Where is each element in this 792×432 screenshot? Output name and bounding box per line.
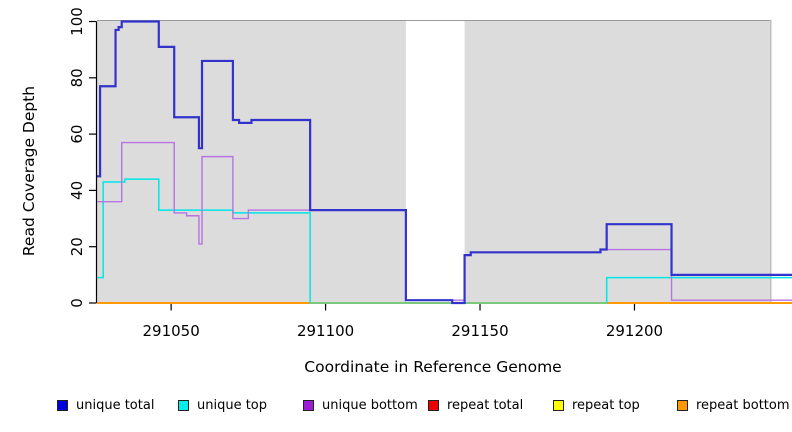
x-tick-label: 291150 <box>451 322 508 340</box>
y-tick-label: 80 <box>68 68 86 87</box>
x-tick-label: 291100 <box>297 322 354 340</box>
series-unique-total <box>97 20 792 305</box>
y-tick-label: 0 <box>68 298 86 308</box>
y-axis-title: Read Coverage Depth <box>20 85 38 257</box>
y-tick-label: 60 <box>68 125 86 144</box>
y-tick-label: 20 <box>68 237 86 256</box>
x-axis-title: Coordinate in Reference Genome <box>304 358 562 376</box>
y-tick-label: 40 <box>68 181 86 200</box>
y-tick-label: 100 <box>68 7 86 36</box>
gray-band-right <box>464 20 771 303</box>
x-tick-label: 291200 <box>606 322 663 340</box>
x-tick-label: 291050 <box>143 322 200 340</box>
gray-band-left <box>97 20 406 303</box>
